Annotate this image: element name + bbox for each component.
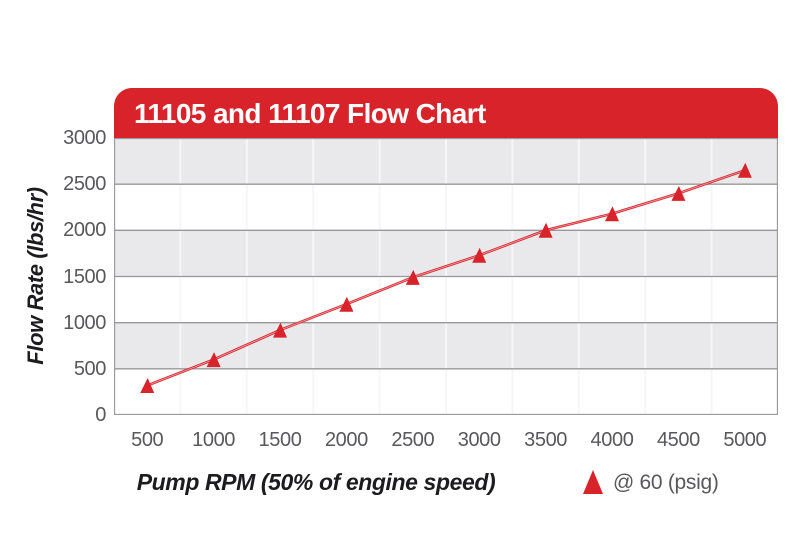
plot-border (114, 138, 778, 415)
data-point-marker (206, 352, 221, 368)
data-point-marker (605, 206, 619, 222)
data-point-marker (405, 269, 420, 285)
y-tick-label: 2500 (63, 173, 106, 196)
x-tick-label: 4000 (590, 429, 634, 451)
x-tick-label: 4500 (656, 429, 700, 451)
y-tick-label: 1500 (63, 265, 106, 288)
x-axis-title: Pump RPM (50% of engine speed) (136, 469, 496, 495)
legend-triangle-icon (583, 470, 603, 494)
data-point-marker (472, 247, 487, 263)
y-tick-label: 500 (73, 357, 107, 380)
y-tick-label: 1000 (63, 311, 106, 334)
y-axis-title: Flow Rate (lbs/hr) (23, 187, 48, 365)
y-tick-label: 3000 (63, 127, 106, 149)
data-point-marker (273, 322, 287, 338)
plot-area (114, 138, 778, 415)
x-tick-label: 2500 (391, 429, 435, 451)
data-point-marker (737, 162, 752, 178)
y-tick-label: 0 (95, 404, 106, 426)
x-tick-label: 3000 (457, 429, 501, 451)
data-point-marker (671, 185, 686, 201)
chart-header: 11105 and 11107 Flow Chart (114, 88, 778, 138)
data-point-marker (339, 296, 354, 312)
plot-canvas (114, 138, 778, 415)
legend: @ 60 (psig) (583, 468, 719, 496)
x-tick-label: 1000 (192, 429, 236, 451)
y-tick-label: 2000 (63, 219, 106, 242)
x-tick-label: 5000 (723, 429, 767, 451)
chart-title: 11105 and 11107 Flow Chart (134, 98, 486, 129)
x-tick-label: 3500 (524, 429, 568, 451)
x-tick-label: 1500 (258, 429, 302, 451)
x-tick-label: 500 (131, 429, 164, 451)
data-point-marker (538, 222, 553, 238)
data-point-marker (140, 378, 155, 393)
x-tick-label: 2000 (324, 429, 368, 451)
legend-label: @ 60 (psig) (613, 471, 719, 494)
series-line-highlight (147, 169, 745, 386)
